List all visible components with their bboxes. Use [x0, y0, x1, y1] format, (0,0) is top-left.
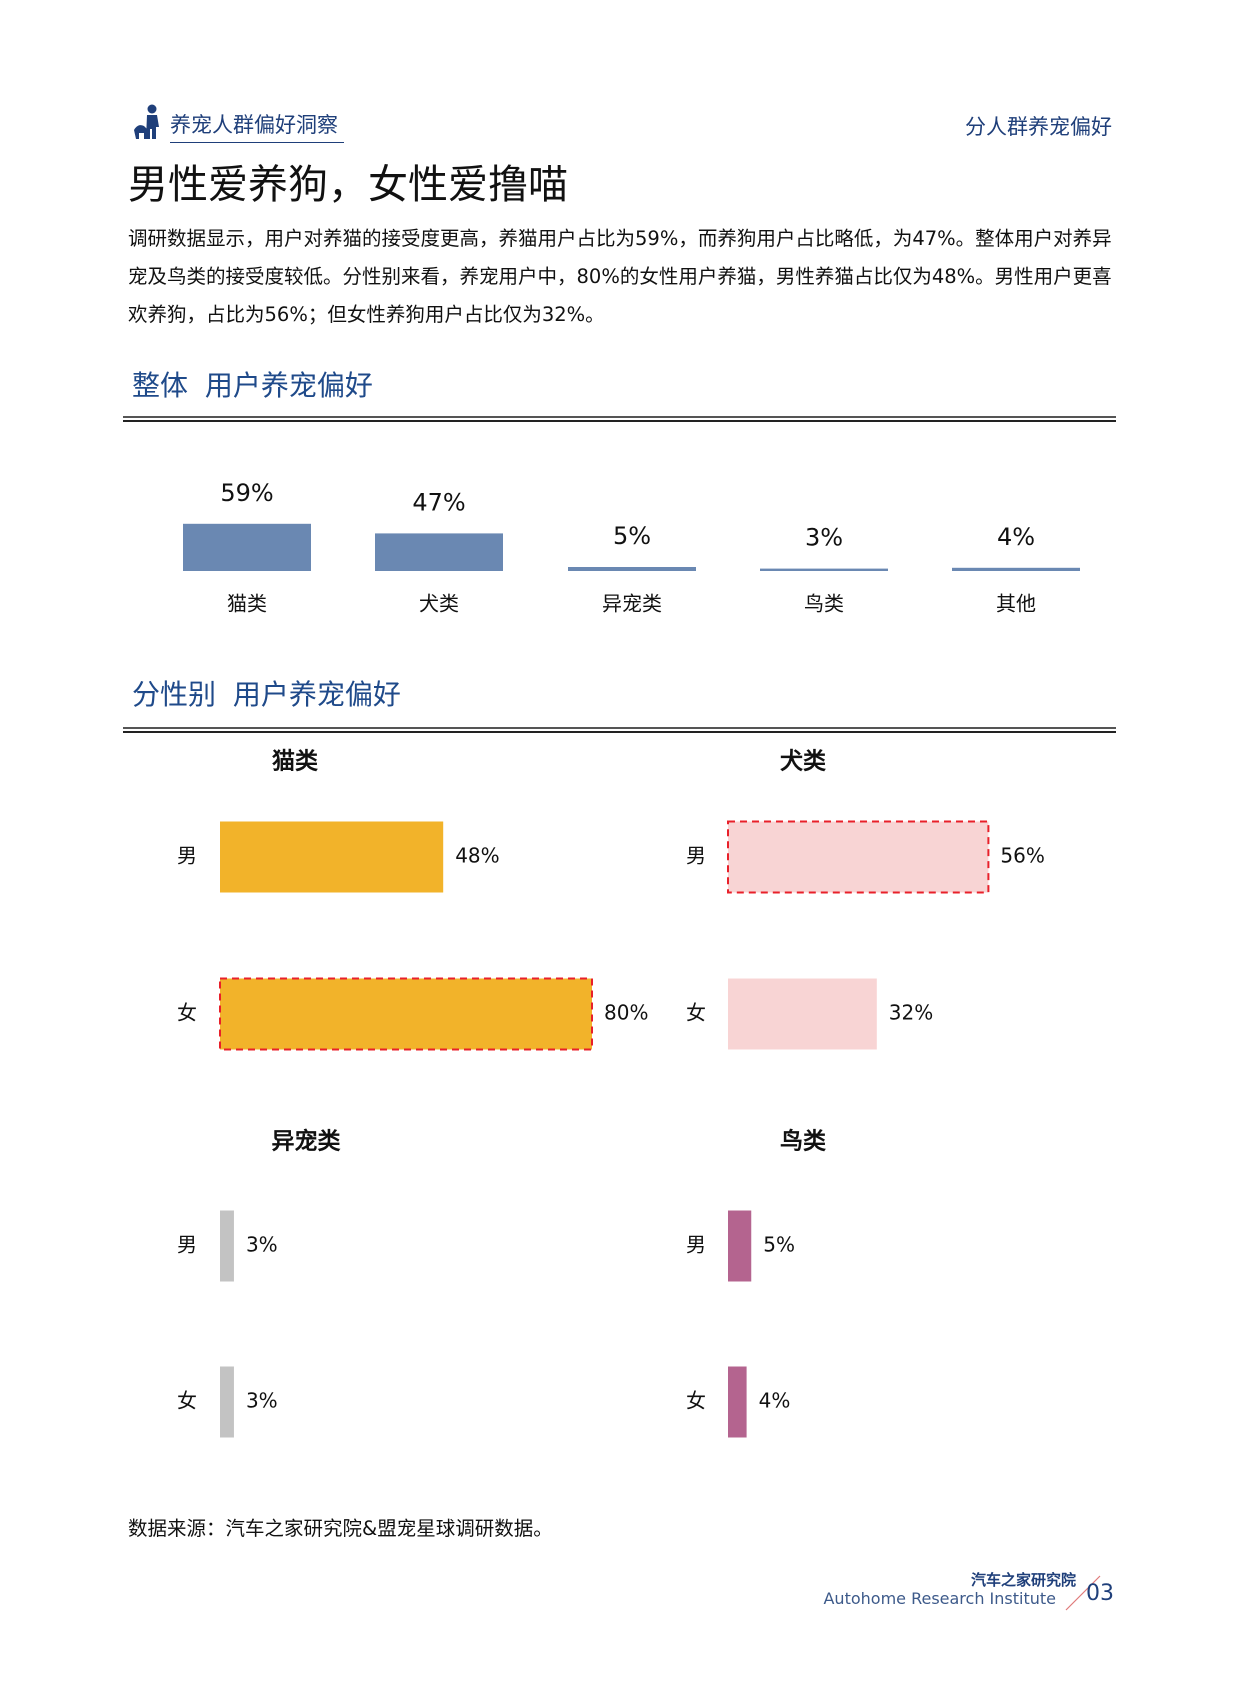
section-rule	[123, 727, 1116, 733]
value-label: 80%	[604, 1001, 648, 1025]
value-label: 56%	[1000, 844, 1044, 868]
category-label: 猫类	[227, 592, 267, 616]
category-label: 其他	[996, 592, 1036, 616]
header-icon	[134, 104, 159, 139]
category-label: 犬类	[419, 592, 459, 616]
category-label: 鸟类	[804, 592, 844, 616]
bar	[375, 533, 503, 571]
header-right: 分人群养宠偏好	[965, 115, 1112, 139]
value-label: 3%	[246, 1233, 278, 1257]
page-number: 03	[1086, 1581, 1114, 1606]
header-section: 养宠人群偏好洞察	[170, 109, 344, 143]
footer-org-en: Autohome Research Institute	[823, 1589, 1056, 1608]
page-title: 男性爱养狗，女性爱撸喵	[128, 162, 568, 208]
value-label: 5%	[613, 522, 651, 550]
section-title: 整体 用户养宠偏好	[132, 369, 373, 402]
chart-title: 猫类	[272, 749, 318, 775]
footer-slash	[1065, 1575, 1101, 1611]
category-label: 女	[686, 1389, 706, 1413]
bar	[220, 1366, 234, 1438]
source-note: 数据来源：汽车之家研究院&盟宠星球调研数据。	[128, 1517, 553, 1540]
chart-title: 异宠类	[272, 1128, 341, 1155]
bar	[183, 523, 311, 571]
bar	[760, 568, 888, 571]
value-label: 4%	[997, 523, 1035, 551]
intro: 调研数据显示，用户对养猫的接受度更高，养猫用户占比为59%，而养狗用户占比略低，…	[128, 227, 1112, 326]
bar	[728, 1210, 752, 1282]
bar	[952, 567, 1080, 571]
category-label: 男	[177, 1233, 197, 1257]
section-title: 分性别 用户养宠偏好	[132, 678, 401, 711]
section-rule	[123, 416, 1116, 422]
value-label: 3%	[805, 524, 843, 552]
value-label: 32%	[889, 1001, 933, 1025]
bar	[568, 567, 696, 571]
category-label: 女	[177, 1001, 197, 1025]
value-label: 59%	[220, 479, 273, 507]
value-label: 48%	[455, 844, 499, 868]
bar	[220, 1210, 234, 1282]
value-label: 4%	[759, 1389, 791, 1413]
category-label: 女	[686, 1001, 706, 1025]
chart-title: 鸟类	[780, 1128, 826, 1155]
bar	[728, 978, 877, 1050]
category-label: 男	[177, 844, 197, 868]
chart-title: 犬类	[780, 749, 826, 775]
bar	[728, 1366, 747, 1438]
value-label: 3%	[246, 1389, 278, 1413]
bar	[219, 977, 593, 1051]
value-label: 5%	[763, 1233, 795, 1257]
footer-org: 汽车之家研究院	[970, 1571, 1076, 1589]
bar	[220, 821, 444, 893]
category-label: 女	[177, 1389, 197, 1413]
category-label: 男	[686, 844, 706, 868]
category-label: 男	[686, 1233, 706, 1257]
bar	[727, 820, 990, 894]
value-label: 47%	[412, 488, 465, 516]
category-label: 异宠类	[602, 592, 662, 616]
